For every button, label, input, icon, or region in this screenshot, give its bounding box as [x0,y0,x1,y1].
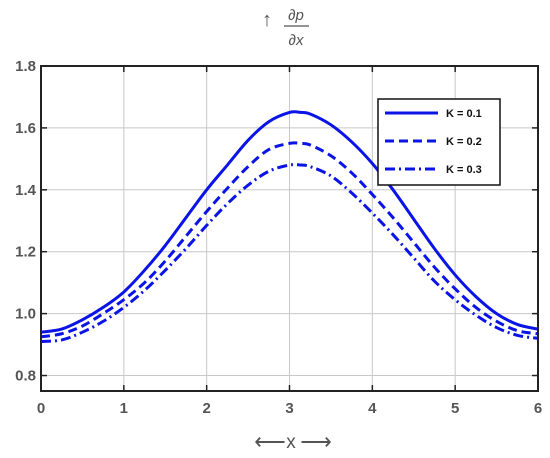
plot-frame [40,65,539,392]
x-tick-label: 0 [37,400,45,417]
x-axis-label-left-arrow: ⟵ [254,429,286,454]
y-axis-label-arrow: ↑ [262,9,272,31]
x-axis-label: ⟵ x ⟶ [254,429,332,454]
y-tick-label: 1.0 [15,306,36,323]
x-tick-label: 4 [368,400,377,417]
series-line-1 [40,110,539,334]
y-axis-label-numerator: ∂p [288,7,304,24]
y-tick-label: 0.8 [15,368,36,385]
series-group [40,110,539,343]
x-tick-label: 6 [534,400,542,417]
y-tick-label: 1.2 [15,244,36,261]
legend-label-1: K = 0.1 [446,108,482,120]
x-tick-label: 5 [451,400,459,417]
x-axis-label-right-arrow: ⟶ [300,429,332,454]
y-axis-label: ↑ ∂p ∂x [262,7,309,49]
legend: K = 0.1 K = 0.2 K = 0.3 [377,98,501,186]
y-tick-label: 1.6 [15,120,36,137]
y-tick-label: 1.4 [15,182,37,199]
x-tick-label: 2 [202,400,210,417]
x-tick-label: 1 [120,400,128,417]
legend-label-2: K = 0.2 [446,136,482,148]
series-line-3 [40,163,539,343]
x-tick-labels: 0 1 2 3 4 5 6 [37,400,542,417]
y-tick-labels: 0.8 1.0 1.2 1.4 1.6 1.8 [15,58,37,385]
series-line-2 [40,141,539,339]
x-axis-label-text: x [286,432,296,453]
y-tick-label: 1.8 [15,58,36,75]
y-axis-label-denominator: ∂x [289,32,304,49]
legend-label-3: K = 0.3 [446,164,482,176]
x-tick-label: 3 [285,400,293,417]
